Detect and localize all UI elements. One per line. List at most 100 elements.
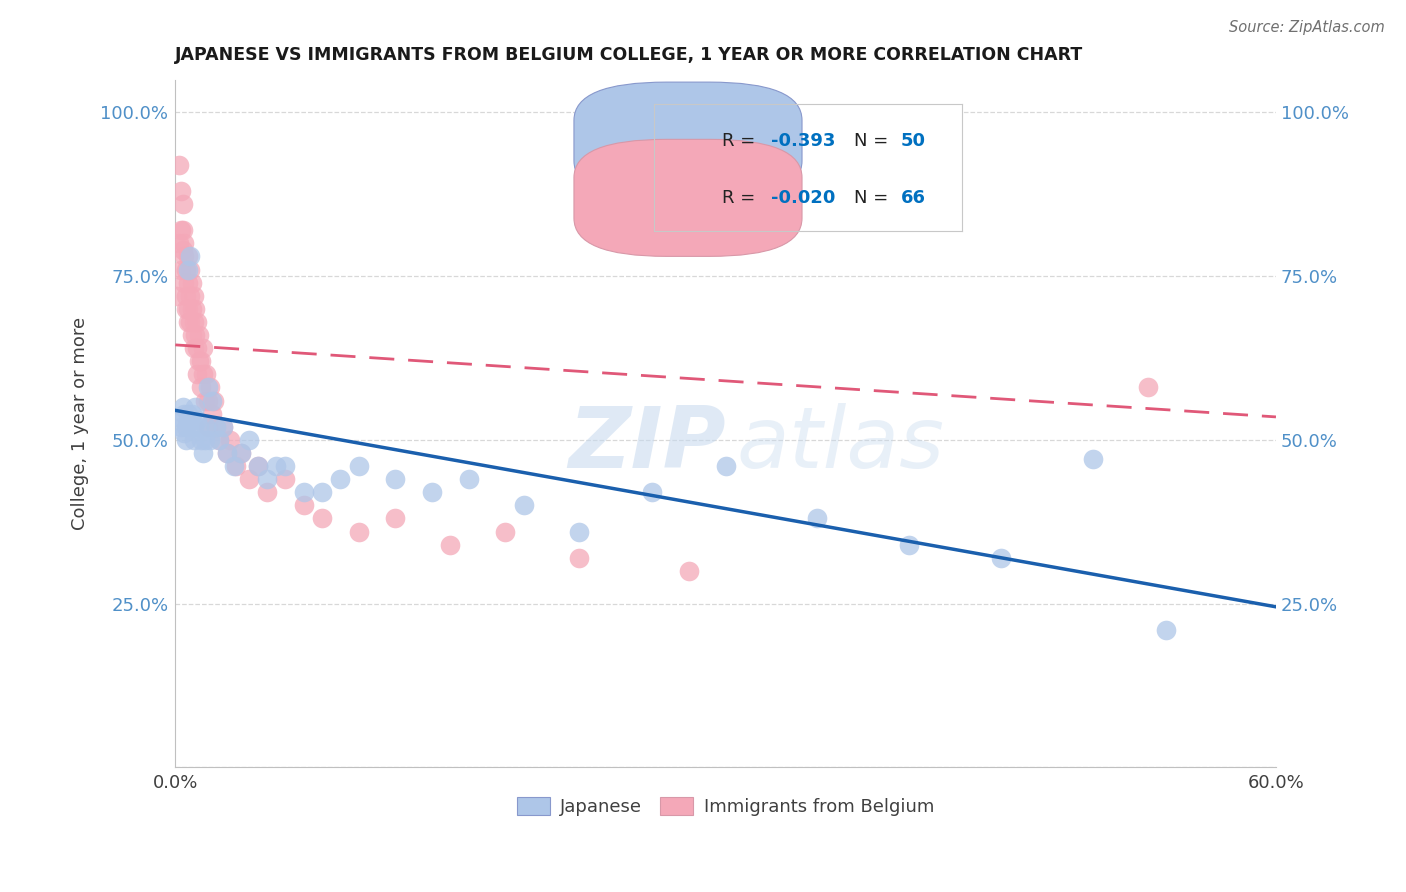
Point [641, 485, 664, 500]
Point [170, 184, 193, 198]
Point [231, 446, 253, 460]
Point [170, 419, 193, 434]
Point [231, 446, 253, 460]
Point [384, 472, 406, 486]
Point [183, 341, 205, 355]
Point [167, 158, 190, 172]
Point [191, 446, 214, 460]
Point [190, 433, 212, 447]
Point [177, 301, 200, 316]
Point [177, 407, 200, 421]
Point [195, 368, 218, 382]
Point [238, 433, 260, 447]
Point [212, 419, 235, 434]
Point [1081, 452, 1104, 467]
Point [170, 262, 193, 277]
Point [195, 419, 218, 434]
Point [194, 433, 217, 447]
Point [198, 433, 221, 447]
Point [347, 458, 370, 473]
Point [219, 433, 242, 447]
Point [172, 223, 194, 237]
Point [225, 458, 247, 473]
Point [202, 393, 225, 408]
Point [167, 236, 190, 251]
Point [246, 458, 269, 473]
Point [678, 564, 700, 578]
Point [256, 485, 278, 500]
Point [186, 413, 208, 427]
Point [208, 433, 231, 447]
Text: Source: ZipAtlas.com: Source: ZipAtlas.com [1229, 20, 1385, 35]
Point [568, 524, 591, 539]
Point [176, 433, 198, 447]
Point [179, 250, 201, 264]
Point [201, 393, 224, 408]
Point [177, 250, 200, 264]
Point [166, 289, 188, 303]
Point [179, 289, 201, 303]
Point [457, 472, 479, 486]
Point [191, 341, 214, 355]
Point [215, 446, 238, 460]
Point [274, 458, 297, 473]
Point [513, 498, 536, 512]
Point [180, 407, 202, 421]
Point [246, 458, 269, 473]
Point [898, 538, 921, 552]
Point [173, 426, 195, 441]
Point [184, 328, 207, 343]
Point [1154, 623, 1177, 637]
Point [188, 354, 211, 368]
Point [179, 315, 201, 329]
Point [347, 524, 370, 539]
Point [186, 368, 208, 382]
Point [292, 485, 315, 500]
Point [806, 511, 828, 525]
Point [177, 315, 200, 329]
Point [204, 419, 226, 434]
Point [184, 301, 207, 316]
Point [173, 407, 195, 421]
Point [180, 328, 202, 343]
Point [495, 524, 517, 539]
Text: JAPANESE VS IMMIGRANTS FROM BELGIUM COLLEGE, 1 YEAR OR MORE CORRELATION CHART: JAPANESE VS IMMIGRANTS FROM BELGIUM COLL… [176, 46, 1084, 64]
Point [186, 341, 208, 355]
Point [222, 458, 245, 473]
Point [197, 419, 219, 434]
Point [256, 472, 278, 486]
Text: atlas: atlas [737, 402, 945, 485]
Point [194, 393, 217, 408]
Point [183, 289, 205, 303]
Point [177, 262, 200, 277]
Point [173, 276, 195, 290]
Point [177, 276, 200, 290]
Point [188, 328, 211, 343]
Point [215, 446, 238, 460]
Point [170, 223, 193, 237]
Point [197, 393, 219, 408]
Point [180, 301, 202, 316]
Point [172, 413, 194, 427]
Point [173, 236, 195, 251]
Point [568, 550, 591, 565]
Point [180, 276, 202, 290]
Point [714, 458, 737, 473]
Point [201, 407, 224, 421]
Point [172, 243, 194, 257]
Y-axis label: College, 1 year or more: College, 1 year or more [72, 317, 89, 530]
Point [292, 498, 315, 512]
Point [311, 485, 333, 500]
Point [188, 419, 211, 434]
Point [173, 250, 195, 264]
Point [172, 400, 194, 414]
Point [190, 380, 212, 394]
Point [179, 262, 201, 277]
Point [172, 197, 194, 211]
Point [238, 472, 260, 486]
Point [183, 315, 205, 329]
Point [420, 485, 443, 500]
Point [183, 433, 205, 447]
Point [384, 511, 406, 525]
Point [176, 262, 198, 277]
